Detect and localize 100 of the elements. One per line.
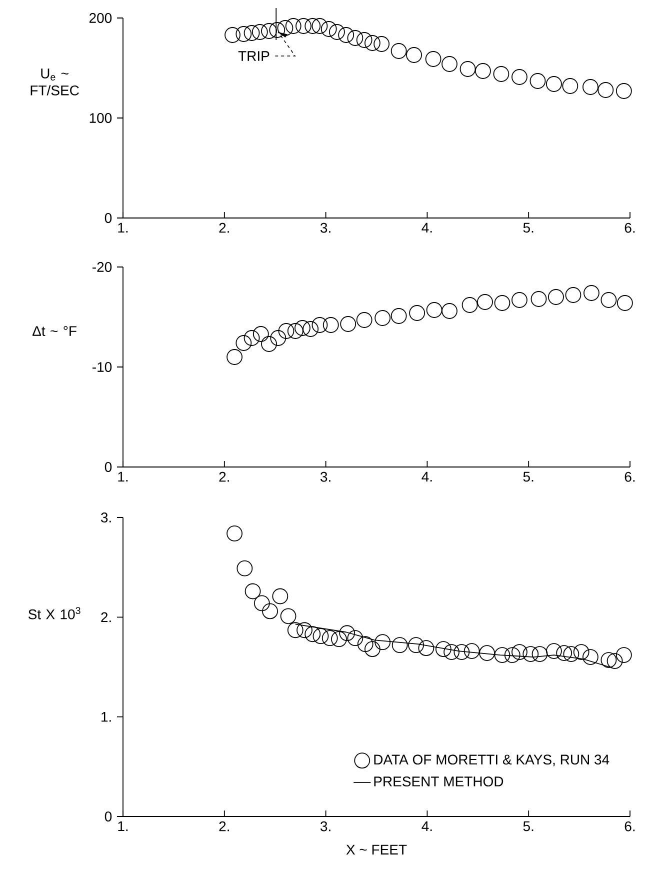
x-tick-label: 3. <box>320 222 330 233</box>
point <box>493 66 510 82</box>
point <box>556 645 572 662</box>
x-tick-label: 5. <box>523 472 534 482</box>
x-tick-label: 1. <box>118 821 128 832</box>
y-tick-label: 200 <box>89 13 112 23</box>
y-axis-title: U$_{e}$ ~ FT/SEC <box>30 68 79 96</box>
point <box>374 36 390 52</box>
point <box>464 643 480 660</box>
point <box>616 647 632 663</box>
point <box>331 631 347 648</box>
point <box>357 636 374 652</box>
point <box>356 32 372 48</box>
point <box>261 336 277 352</box>
point <box>494 295 510 311</box>
x-tick-label: 2. <box>219 472 229 482</box>
point <box>374 634 391 650</box>
y-tick-label: 1. <box>102 712 111 722</box>
point <box>512 292 528 308</box>
point <box>312 18 328 34</box>
point <box>312 317 328 333</box>
point <box>244 583 261 600</box>
y-tick-label: -10 <box>92 362 112 372</box>
point <box>582 79 598 95</box>
y-tick-label: 0 <box>104 812 112 822</box>
x-tick-label: 5. <box>523 222 534 233</box>
point <box>254 595 270 612</box>
point <box>562 78 578 94</box>
point <box>338 27 354 43</box>
point <box>504 647 520 663</box>
y-tick-label: 0 <box>104 213 112 223</box>
x-tick-label: 6. <box>624 821 635 832</box>
point <box>573 644 590 660</box>
point <box>418 640 434 656</box>
point <box>236 560 253 576</box>
point <box>390 43 407 59</box>
legend-label: PRESENT METHOD <box>374 776 504 786</box>
point <box>600 652 617 668</box>
x-tick-label: 4. <box>422 222 432 232</box>
point <box>442 56 458 72</box>
point <box>304 626 321 642</box>
point <box>390 308 407 324</box>
x-tick-label: 2. <box>219 222 229 233</box>
point <box>304 18 321 34</box>
point <box>530 291 547 307</box>
x-tick-label: 6. <box>624 472 635 482</box>
point <box>565 287 582 303</box>
point <box>616 83 632 99</box>
point <box>285 18 302 34</box>
point <box>532 646 548 662</box>
point <box>364 35 380 51</box>
point <box>347 630 364 646</box>
point <box>475 63 491 79</box>
point <box>272 588 288 604</box>
point <box>244 25 260 41</box>
point <box>270 330 286 346</box>
point <box>460 61 476 77</box>
point <box>406 47 422 63</box>
x-tick-label: 1. <box>118 222 128 232</box>
point <box>546 76 562 92</box>
point <box>339 625 356 642</box>
point <box>296 18 312 34</box>
point <box>426 302 442 318</box>
point <box>522 646 539 662</box>
point <box>287 323 304 339</box>
point <box>340 316 356 332</box>
point <box>582 649 598 665</box>
x-tick-label: 4. <box>422 821 432 832</box>
x-tick-label: 3. <box>320 821 330 832</box>
point <box>606 653 623 669</box>
point <box>364 641 380 658</box>
point <box>252 326 269 342</box>
point <box>262 603 278 620</box>
point <box>512 69 528 85</box>
point <box>277 20 294 36</box>
point <box>356 312 372 328</box>
point <box>616 295 633 311</box>
point <box>226 349 242 365</box>
point <box>530 73 546 89</box>
point <box>374 310 391 326</box>
y-tick-label: 3. <box>100 512 111 522</box>
x-tick-label: 5. <box>523 821 534 832</box>
point <box>224 27 240 43</box>
y-tick-label: 0 <box>104 462 112 472</box>
y-tick-label: 2. <box>101 612 111 622</box>
point <box>278 323 294 339</box>
point <box>563 646 580 662</box>
point <box>269 22 286 38</box>
point <box>598 82 614 98</box>
point <box>454 644 470 660</box>
point <box>546 643 562 660</box>
point <box>329 24 345 40</box>
y-tick-label: 100 <box>90 113 112 123</box>
x-tick-label: 2. <box>219 821 229 832</box>
point <box>462 297 478 313</box>
point <box>252 24 268 40</box>
point <box>347 30 364 46</box>
point <box>296 622 312 638</box>
point <box>236 26 252 42</box>
point <box>512 644 528 660</box>
